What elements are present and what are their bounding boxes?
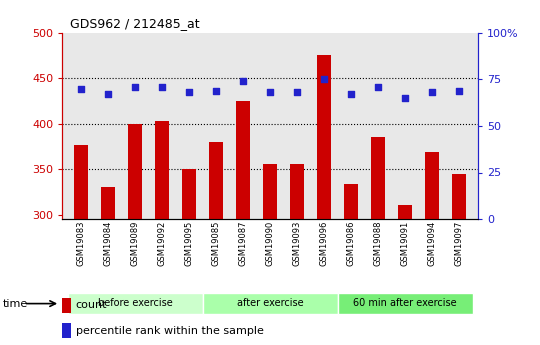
Text: time: time [3, 299, 28, 308]
Bar [129, 124, 141, 345]
Point [320, 77, 328, 82]
Point [131, 84, 139, 90]
Bar [102, 187, 114, 345]
Bar [75, 146, 87, 345]
Point [266, 90, 274, 95]
Point [104, 91, 112, 97]
Point [158, 84, 166, 90]
Point [401, 95, 409, 101]
Point [239, 78, 247, 84]
Text: GDS962 / 212485_at: GDS962 / 212485_at [70, 17, 200, 30]
Bar [264, 164, 277, 345]
Bar [318, 55, 330, 345]
Text: before exercise: before exercise [98, 298, 172, 308]
Bar [338, 293, 472, 315]
Bar [62, 323, 71, 338]
Bar [345, 184, 357, 345]
Bar [209, 142, 222, 345]
Point [347, 91, 355, 97]
Point [77, 86, 85, 91]
Text: count: count [76, 300, 107, 310]
Point [293, 90, 301, 95]
Point [455, 88, 463, 93]
Point [374, 84, 382, 90]
Bar [236, 101, 249, 345]
Bar [62, 297, 71, 313]
Bar [156, 121, 168, 345]
Bar [291, 164, 303, 345]
Bar [371, 137, 384, 345]
Point [185, 90, 193, 95]
Point [428, 90, 436, 95]
Text: after exercise: after exercise [237, 298, 303, 308]
Bar [68, 293, 202, 315]
Bar [426, 152, 438, 345]
Bar [398, 205, 411, 345]
Text: 60 min after exercise: 60 min after exercise [353, 298, 457, 308]
Bar [183, 169, 195, 345]
Bar [202, 293, 338, 315]
Text: percentile rank within the sample: percentile rank within the sample [76, 326, 264, 336]
Bar [452, 174, 465, 345]
Point [212, 88, 220, 93]
